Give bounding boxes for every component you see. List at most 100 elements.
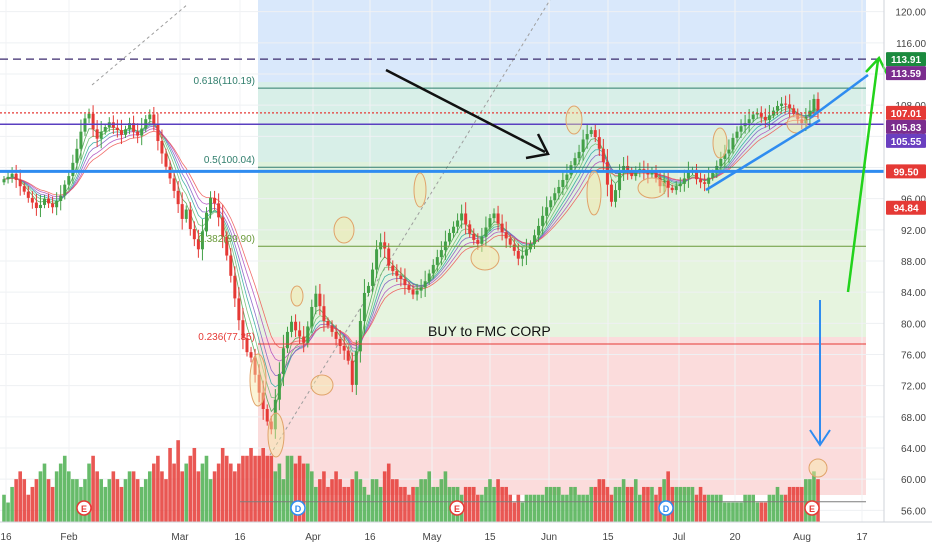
volume-bar xyxy=(557,486,561,522)
volume-bar xyxy=(710,494,715,522)
x-tick-label: Feb xyxy=(60,532,78,543)
highlight-circles xyxy=(249,105,828,478)
volume-bar xyxy=(390,479,395,522)
price-label-box xyxy=(886,133,926,148)
volume-bar xyxy=(577,494,581,522)
volume-bar xyxy=(775,486,780,522)
candle-body xyxy=(273,399,277,430)
price-label: 113.59 xyxy=(891,69,921,80)
volume-bar xyxy=(573,486,577,522)
volume-bar xyxy=(488,479,492,522)
volume-bar xyxy=(787,486,792,522)
event-marker-label: E xyxy=(454,504,460,514)
volume-bar xyxy=(512,502,517,522)
candle-body xyxy=(423,281,427,288)
y-tick-label: 116.00 xyxy=(896,39,926,50)
volume-bar xyxy=(216,463,221,522)
volume-bar xyxy=(638,494,642,522)
volume-bar xyxy=(249,447,253,522)
volume-bar xyxy=(301,463,306,522)
volume-bar xyxy=(208,479,213,522)
candle-body xyxy=(354,351,358,385)
volume-bar xyxy=(22,479,27,522)
candle-body xyxy=(699,179,703,183)
y-tick-label: 80.00 xyxy=(901,319,926,330)
volume-bar xyxy=(382,471,387,522)
candle-body xyxy=(196,239,200,250)
volume-bar xyxy=(305,463,310,522)
volume-bar xyxy=(156,455,160,522)
volume-bar xyxy=(731,502,735,522)
candle-body xyxy=(221,217,225,237)
volume-bar xyxy=(54,471,59,522)
volume-bar xyxy=(66,471,71,522)
candle-body xyxy=(796,113,800,120)
candle-body xyxy=(626,165,630,171)
x-tick-label: 15 xyxy=(602,532,614,543)
event-marker[interactable] xyxy=(449,500,465,516)
blue-down-arrow-head xyxy=(809,429,831,447)
candle-body xyxy=(403,278,407,286)
volume-bar xyxy=(285,455,290,522)
price-axis: 56.00 60.00 64.00 68.00 72.00 76.00 80.00 84.00… xyxy=(883,0,926,522)
volume-bar xyxy=(747,494,751,522)
candle-body xyxy=(326,320,330,326)
event-marker[interactable] xyxy=(76,500,92,516)
volume-bar xyxy=(593,486,598,522)
candle-body xyxy=(2,179,6,183)
candle-body xyxy=(751,114,755,120)
highlight-circle xyxy=(712,127,728,159)
ema-line xyxy=(3,115,819,349)
candle-body xyxy=(658,177,662,187)
volume-bars xyxy=(2,440,866,522)
candle-body xyxy=(383,242,387,249)
candle-body xyxy=(330,325,334,332)
price-label: 99.50 xyxy=(893,167,918,178)
candle-body xyxy=(715,165,719,173)
volume-bar xyxy=(115,479,120,522)
event-marker[interactable] xyxy=(290,500,306,516)
candle-body xyxy=(306,326,310,343)
candle-body xyxy=(605,162,609,185)
candle-body xyxy=(115,127,119,131)
blue-trendline-upper xyxy=(809,73,869,120)
candle-body xyxy=(164,153,168,167)
candle-body xyxy=(569,165,573,175)
candle-body xyxy=(759,112,763,117)
volume-bar xyxy=(95,471,99,522)
candle-body xyxy=(480,236,484,244)
volume-bar xyxy=(431,486,436,522)
volume-bar xyxy=(678,486,683,522)
volume-bar xyxy=(516,494,521,522)
candle-body xyxy=(601,148,605,163)
volume-bar xyxy=(253,455,257,522)
x-tick-label: 15 xyxy=(484,532,496,543)
candle-body xyxy=(618,172,622,191)
highlight-circle xyxy=(413,172,427,208)
candle-body xyxy=(217,203,221,218)
volume-bar xyxy=(613,486,618,522)
candle-body xyxy=(452,226,456,233)
candle-body xyxy=(229,255,233,276)
volume-bar xyxy=(500,486,504,522)
price-label-box xyxy=(886,164,926,179)
candle-body xyxy=(136,131,140,136)
candle-body xyxy=(79,131,83,149)
candle-body xyxy=(520,255,524,259)
volume-bar xyxy=(18,471,22,522)
candle-body xyxy=(545,207,549,216)
event-marker[interactable] xyxy=(658,500,674,516)
volume-bar xyxy=(447,486,452,522)
volume-bar xyxy=(131,471,136,522)
event-marker[interactable] xyxy=(804,500,820,516)
x-tick-label: Jul xyxy=(673,532,686,543)
volume-bar xyxy=(804,479,808,522)
volume-bar xyxy=(107,479,112,522)
event-marker-label: D xyxy=(663,504,670,514)
y-tick-label: 88.00 xyxy=(901,257,926,268)
highlight-circle xyxy=(637,177,667,199)
candle-body xyxy=(682,178,686,184)
zone-pink xyxy=(258,337,866,495)
volume-bar xyxy=(439,479,444,522)
